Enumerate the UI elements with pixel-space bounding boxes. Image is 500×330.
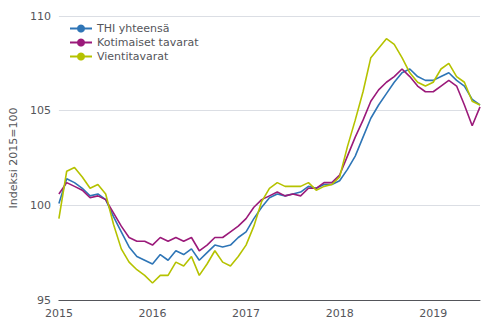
svg-text:Kotimaiset tavarat: Kotimaiset tavarat xyxy=(97,36,199,49)
svg-text:Vientitavarat: Vientitavarat xyxy=(97,50,169,63)
svg-text:2019: 2019 xyxy=(419,307,447,320)
svg-text:2018: 2018 xyxy=(326,307,354,320)
svg-text:Indeksi 2015=100: Indeksi 2015=100 xyxy=(7,108,20,209)
svg-text:2017: 2017 xyxy=(232,307,260,320)
svg-text:100: 100 xyxy=(30,199,51,212)
svg-text:THI yhteensä: THI yhteensä xyxy=(96,22,170,35)
svg-text:2015: 2015 xyxy=(45,307,73,320)
svg-text:95: 95 xyxy=(37,294,51,307)
svg-text:105: 105 xyxy=(30,104,51,117)
svg-text:2016: 2016 xyxy=(138,307,166,320)
svg-text:110: 110 xyxy=(30,10,51,23)
